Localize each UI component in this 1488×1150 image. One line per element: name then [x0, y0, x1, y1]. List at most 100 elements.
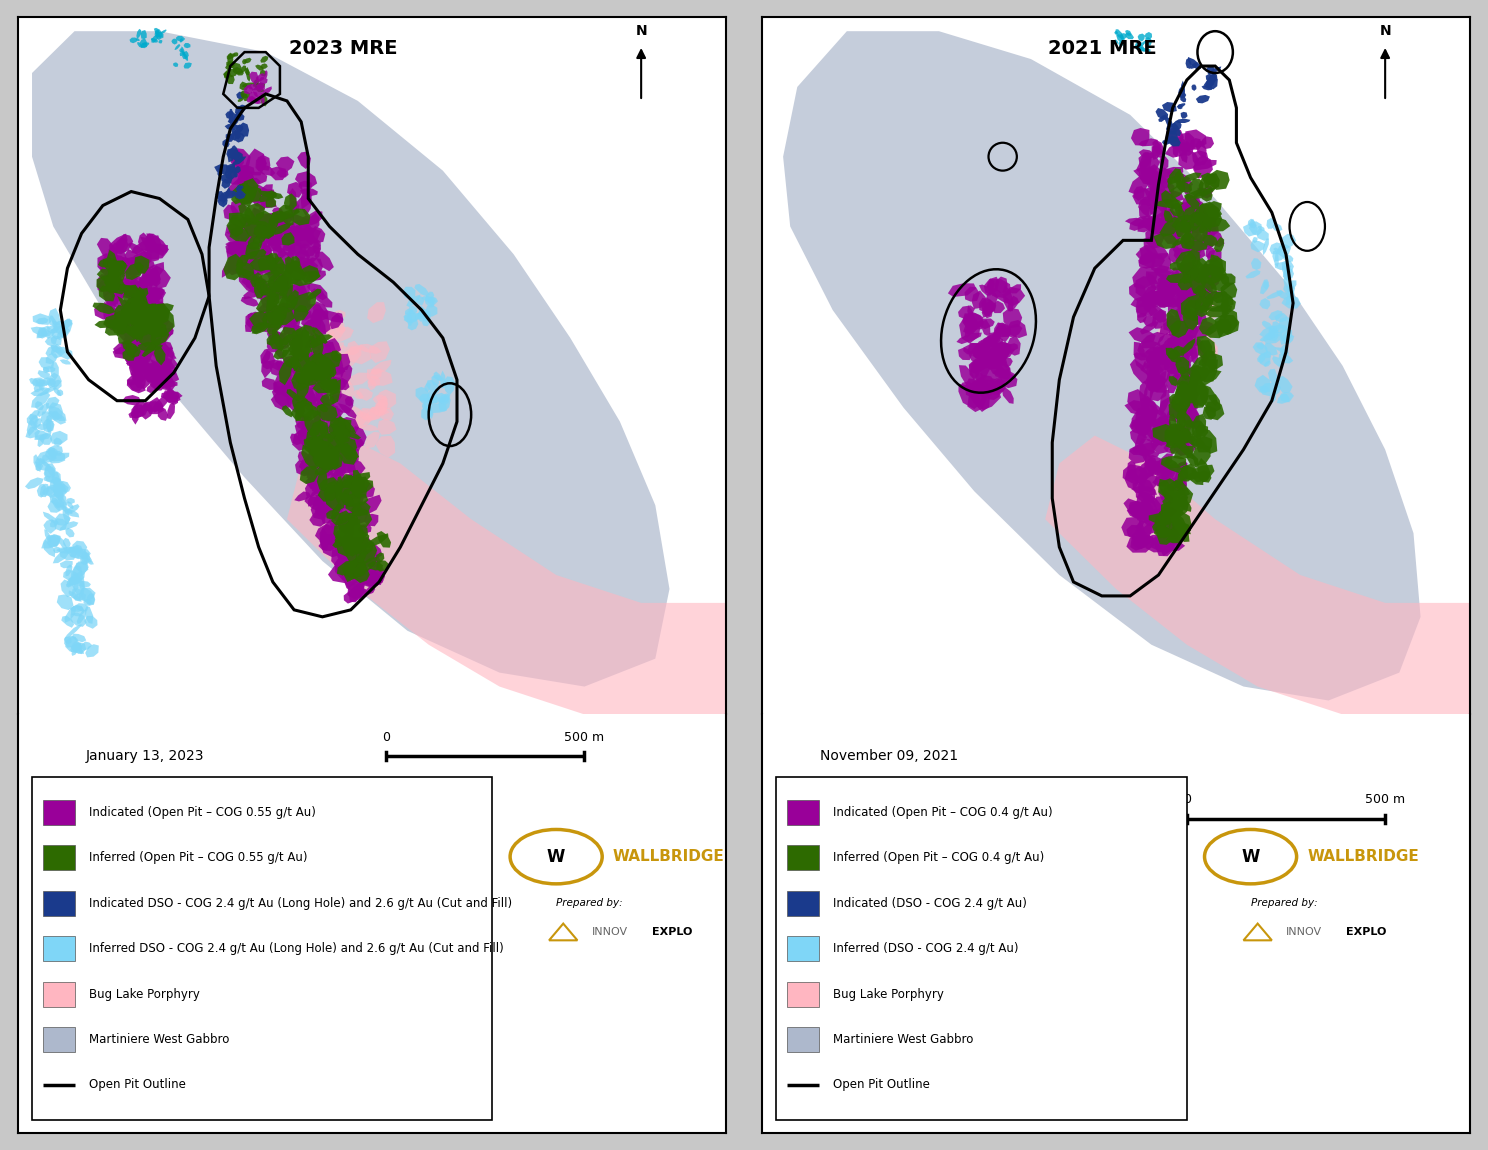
Polygon shape: [1272, 251, 1278, 267]
Polygon shape: [125, 259, 147, 276]
Polygon shape: [311, 499, 329, 520]
Polygon shape: [232, 67, 244, 74]
Polygon shape: [1198, 283, 1211, 300]
Polygon shape: [970, 359, 990, 381]
Polygon shape: [302, 352, 323, 367]
Polygon shape: [1186, 233, 1205, 246]
Polygon shape: [140, 38, 147, 48]
FancyBboxPatch shape: [787, 891, 818, 915]
Polygon shape: [128, 353, 140, 367]
Polygon shape: [231, 128, 238, 136]
Polygon shape: [67, 498, 74, 504]
Polygon shape: [1256, 229, 1269, 240]
Polygon shape: [1158, 167, 1183, 178]
Polygon shape: [1137, 339, 1161, 356]
Polygon shape: [1186, 225, 1199, 243]
Polygon shape: [143, 351, 152, 361]
Polygon shape: [338, 404, 357, 419]
Polygon shape: [1045, 436, 1470, 714]
Polygon shape: [298, 356, 311, 373]
Polygon shape: [240, 91, 250, 98]
Polygon shape: [243, 221, 277, 238]
Polygon shape: [339, 511, 354, 522]
Polygon shape: [1183, 366, 1195, 384]
Polygon shape: [1132, 444, 1144, 453]
Polygon shape: [963, 312, 984, 330]
Polygon shape: [25, 477, 43, 489]
Polygon shape: [424, 398, 433, 419]
Polygon shape: [1180, 500, 1192, 512]
Polygon shape: [1146, 290, 1162, 305]
Polygon shape: [259, 284, 278, 298]
Polygon shape: [54, 321, 62, 331]
Polygon shape: [156, 354, 177, 375]
Polygon shape: [295, 222, 314, 246]
Polygon shape: [295, 278, 310, 304]
Polygon shape: [339, 347, 362, 368]
Polygon shape: [254, 184, 272, 204]
Text: Inferred DSO - COG 2.4 g/t Au (Long Hole) and 2.6 g/t Au (Cut and Fill): Inferred DSO - COG 2.4 g/t Au (Long Hole…: [89, 942, 503, 956]
Polygon shape: [1007, 320, 1027, 338]
Polygon shape: [336, 381, 354, 402]
Polygon shape: [36, 461, 49, 472]
Polygon shape: [286, 264, 296, 279]
Polygon shape: [1193, 207, 1207, 227]
Polygon shape: [262, 253, 274, 260]
Polygon shape: [269, 302, 292, 322]
Polygon shape: [259, 77, 268, 85]
Polygon shape: [1168, 136, 1181, 146]
Polygon shape: [1196, 436, 1213, 452]
Polygon shape: [1287, 281, 1296, 289]
Polygon shape: [131, 251, 152, 271]
Polygon shape: [1195, 306, 1207, 317]
Polygon shape: [972, 380, 997, 390]
Polygon shape: [958, 384, 981, 409]
Polygon shape: [1007, 336, 1021, 355]
Polygon shape: [1152, 474, 1168, 486]
Polygon shape: [295, 307, 312, 321]
Polygon shape: [326, 490, 338, 506]
Polygon shape: [132, 310, 147, 319]
Polygon shape: [342, 539, 362, 559]
Polygon shape: [131, 404, 144, 419]
Polygon shape: [140, 315, 153, 329]
Polygon shape: [1189, 214, 1216, 227]
Polygon shape: [1137, 313, 1147, 323]
Polygon shape: [115, 305, 125, 317]
Polygon shape: [1198, 275, 1217, 293]
Polygon shape: [1137, 47, 1147, 52]
Polygon shape: [268, 212, 278, 236]
Polygon shape: [344, 518, 360, 532]
Polygon shape: [1168, 413, 1177, 436]
Polygon shape: [1132, 266, 1159, 290]
Polygon shape: [345, 537, 351, 565]
Polygon shape: [33, 31, 670, 687]
Polygon shape: [1168, 336, 1193, 356]
Polygon shape: [103, 259, 125, 276]
Polygon shape: [336, 511, 351, 530]
Polygon shape: [257, 160, 266, 170]
Polygon shape: [1196, 236, 1214, 251]
Polygon shape: [283, 261, 299, 277]
Polygon shape: [304, 377, 327, 394]
Polygon shape: [305, 460, 320, 469]
Polygon shape: [112, 284, 132, 291]
Polygon shape: [1202, 225, 1225, 247]
Polygon shape: [1150, 427, 1170, 446]
Polygon shape: [265, 70, 268, 78]
Polygon shape: [149, 304, 170, 325]
Polygon shape: [1153, 526, 1165, 537]
Polygon shape: [45, 447, 55, 458]
Polygon shape: [141, 339, 158, 350]
Polygon shape: [223, 71, 231, 78]
Polygon shape: [246, 171, 268, 184]
Polygon shape: [304, 401, 320, 411]
Polygon shape: [278, 205, 293, 227]
Polygon shape: [86, 593, 95, 606]
Polygon shape: [48, 402, 62, 420]
Polygon shape: [1167, 123, 1177, 135]
Polygon shape: [338, 500, 353, 509]
Polygon shape: [1171, 515, 1190, 535]
Polygon shape: [1186, 453, 1199, 468]
Polygon shape: [1180, 465, 1204, 485]
